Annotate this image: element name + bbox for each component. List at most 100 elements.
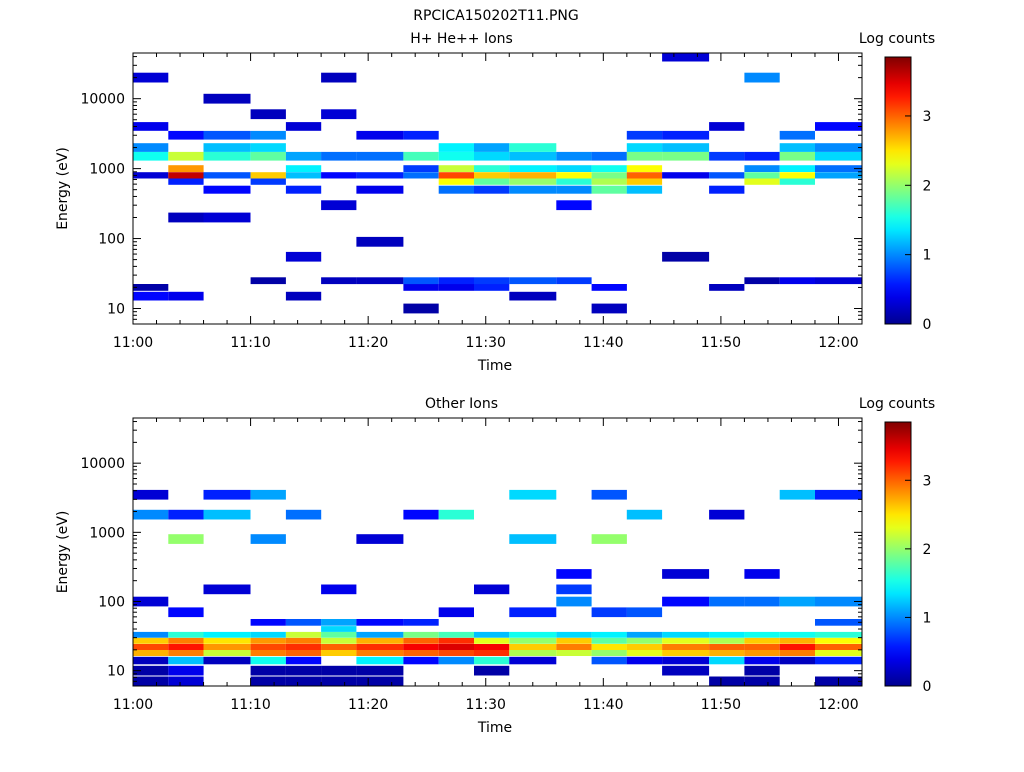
- heatmap-cell: [203, 644, 251, 650]
- heatmap-cell: [862, 657, 874, 665]
- heatmap-cell: [203, 172, 251, 179]
- heatmap-cell: [509, 644, 557, 650]
- heatmap-cell: [591, 489, 627, 500]
- heatmap-cell: [285, 122, 322, 131]
- x-tick-label: 11:10: [230, 697, 270, 713]
- heatmap-cell: [250, 676, 286, 686]
- heatmap-cell: [779, 596, 815, 607]
- heatmap-cell: [626, 631, 663, 638]
- heatmap-cell: [509, 151, 557, 161]
- x-tick-label: 11:30: [466, 335, 506, 351]
- heatmap-cell: [744, 72, 780, 83]
- heatmap-cell: [779, 489, 815, 500]
- heatmap-cell: [474, 584, 510, 595]
- x-tick-label: 11:10: [230, 335, 270, 351]
- heatmap-cell: [403, 631, 439, 638]
- heatmap-cell: [709, 596, 745, 607]
- heatmap-cell: [862, 607, 874, 617]
- heatmap-cell: [168, 665, 204, 676]
- heatmap-cell: [285, 644, 322, 650]
- heatmap-cell: [626, 644, 663, 650]
- heatmap-cell: [815, 122, 862, 131]
- heatmap-cell: [779, 644, 815, 650]
- heatmap-cell: [356, 631, 404, 638]
- heatmap-cell: [744, 277, 780, 285]
- colorbar: 0 1 2 3 Log counts: [859, 396, 935, 695]
- heatmap-cell: [862, 569, 874, 579]
- heatmap-cell: [626, 130, 663, 140]
- heatmap-cell: [321, 172, 357, 179]
- heatmap-cell: [862, 131, 874, 140]
- heatmap-cell: [815, 143, 862, 152]
- heatmap-cells: [133, 53, 874, 314]
- heatmap-cell: [403, 303, 439, 314]
- heatmap-cell: [250, 665, 286, 676]
- heatmap-cell: [744, 637, 780, 644]
- heatmap-cell: [250, 656, 286, 665]
- heatmap-cell: [556, 584, 592, 595]
- panel-title: Other Ions: [425, 396, 498, 412]
- heatmap-cell: [321, 637, 357, 644]
- y-tick-label: 10: [107, 301, 125, 317]
- colorbar-tick-label: 2: [923, 542, 932, 558]
- heatmap-cell: [556, 178, 592, 185]
- heatmap-cell: [556, 172, 592, 179]
- heatmap-cell: [509, 656, 557, 665]
- heatmap-cell: [250, 151, 286, 161]
- colorbar-gradient: [884, 56, 912, 325]
- heatmap-cell: [779, 631, 815, 638]
- heatmap-cell: [815, 650, 862, 656]
- heatmap-cell: [556, 185, 592, 194]
- heatmap-cell: [168, 212, 204, 223]
- heatmap-cell: [438, 165, 474, 172]
- heatmap-cell: [591, 607, 627, 618]
- heatmap-cell: [285, 637, 322, 644]
- heatmap-cell: [662, 650, 710, 656]
- heatmap-cell: [862, 152, 874, 161]
- heatmap-cell: [203, 631, 251, 638]
- heatmap-cell: [285, 656, 322, 665]
- heatmap-cell: [815, 637, 862, 644]
- heatmap-cell: [744, 151, 780, 161]
- heatmap-cell: [815, 644, 862, 650]
- heatmap-cell: [862, 490, 874, 500]
- heatmap-cell: [133, 143, 169, 152]
- heatmap-cell: [626, 185, 663, 194]
- heatmap-cell: [321, 665, 357, 676]
- heatmap-cell: [285, 676, 322, 686]
- x-tick-label: 11:40: [583, 335, 623, 351]
- heatmap-cell: [285, 509, 322, 520]
- heatmap-cell: [709, 676, 745, 686]
- heatmap-cell: [815, 165, 862, 172]
- colorbar-gradient: [884, 421, 912, 687]
- heatmap-cell: [403, 644, 439, 650]
- heatmap-cell: [626, 151, 663, 161]
- heatmap-cell: [556, 165, 592, 172]
- heatmap-cell: [862, 677, 874, 687]
- heatmap-cell: [709, 122, 745, 131]
- colorbar-tick-label: 3: [923, 473, 932, 489]
- heatmap-cell: [168, 172, 204, 179]
- heatmap-cell: [779, 637, 815, 644]
- heatmap-cell: [556, 644, 592, 650]
- heatmap-cell: [815, 172, 862, 179]
- heatmap-cell: [556, 200, 592, 211]
- heatmap-cell: [133, 665, 169, 676]
- heatmap-cell: [862, 666, 874, 676]
- heatmap-cell: [662, 637, 710, 644]
- x-tick-label: 11:50: [701, 335, 741, 351]
- heatmap-cell: [862, 626, 874, 632]
- heatmap-cell: [591, 303, 627, 314]
- heatmap-cell: [403, 619, 439, 626]
- heatmap-cell: [474, 665, 510, 676]
- colorbar: 0 1 2 3 Log counts: [859, 31, 935, 333]
- heatmap-cell: [321, 619, 357, 626]
- heatmap-cell: [168, 631, 204, 638]
- heatmap-cell: [662, 151, 710, 161]
- x-tick-label: 12:00: [818, 335, 858, 351]
- heatmap-cell: [203, 656, 251, 665]
- heatmap-cell: [662, 644, 710, 650]
- heatmap-cell: [403, 509, 439, 520]
- heatmap-cell: [662, 251, 710, 262]
- heatmap-cell: [285, 172, 322, 179]
